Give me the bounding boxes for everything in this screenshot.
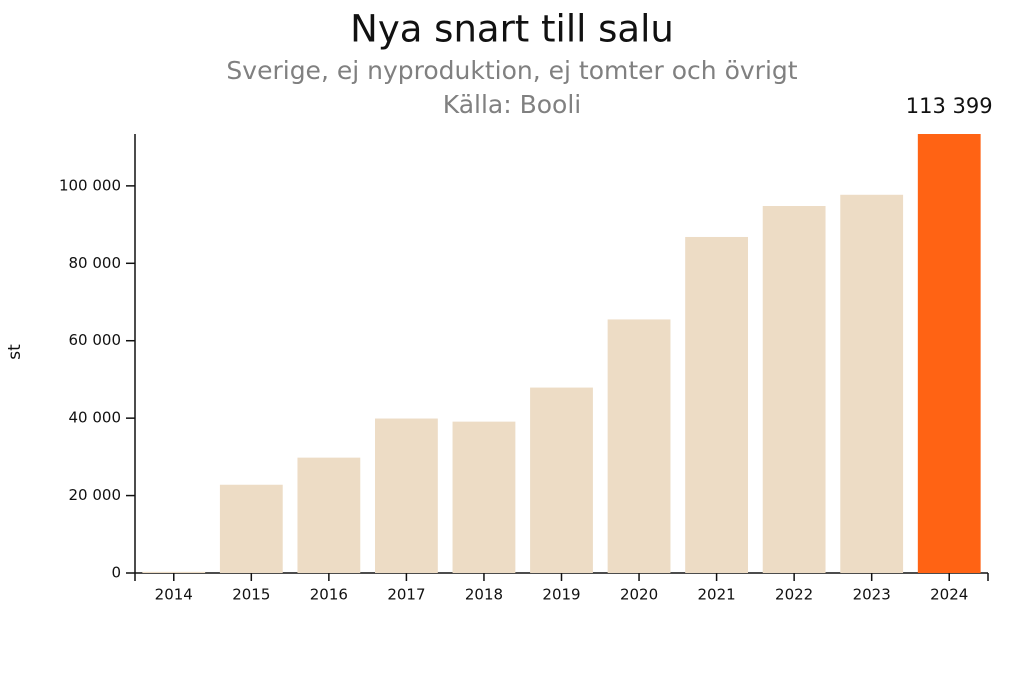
bar (452, 421, 516, 573)
chart-source: Källa: Booli (443, 90, 582, 119)
bar (297, 457, 361, 573)
x-tick-label: 2018 (465, 586, 503, 604)
bar (840, 194, 904, 573)
y-tick-label: 40 000 (69, 409, 122, 427)
bar (762, 206, 826, 573)
bar (219, 484, 283, 573)
y-tick-label: 60 000 (69, 331, 122, 349)
x-tick-label: 2022 (775, 586, 813, 604)
y-tick-label: 80 000 (69, 254, 122, 272)
bar (917, 134, 981, 573)
x-tick-label: 2024 (930, 586, 968, 604)
data-label: 113 399 (906, 94, 993, 118)
y-tick-label: 100 000 (59, 176, 121, 194)
bar (142, 571, 206, 573)
x-tick-label: 2020 (620, 586, 658, 604)
bar (685, 236, 748, 573)
x-tick-label: 2023 (853, 586, 891, 604)
y-tick-label: 20 000 (69, 486, 122, 504)
x-tick-label: 2016 (310, 586, 348, 604)
x-tick-label: 2014 (155, 586, 193, 604)
x-tick-label: 2021 (697, 586, 735, 604)
chart-title: Nya snart till salu (350, 8, 674, 51)
y-tick-label: 0 (111, 564, 121, 582)
bar (607, 319, 671, 573)
chart-subtitle: Sverige, ej nyproduktion, ej tomter och … (226, 56, 797, 85)
bar (375, 418, 438, 573)
bar (530, 387, 593, 573)
y-axis-label: st (5, 344, 25, 360)
x-tick-label: 2019 (542, 586, 580, 604)
x-tick-label: 2017 (387, 586, 425, 604)
x-tick-label: 2015 (232, 586, 270, 604)
